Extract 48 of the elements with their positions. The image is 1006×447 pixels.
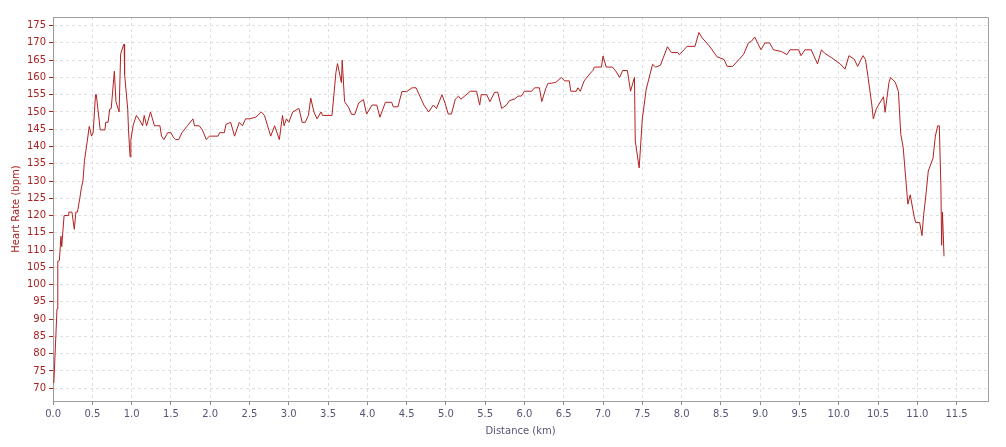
x-tick-label: 8.0 [673,407,690,419]
y-tick-label: 175 [26,19,47,31]
x-tick-label: 4.0 [359,407,376,419]
y-tick-label: 140 [26,140,47,152]
y-tick-label: 110 [26,243,47,255]
x-tick-label: 3.5 [320,407,337,419]
x-tick-label: 7.5 [634,407,651,419]
x-tick-label: 6.5 [555,407,572,419]
x-tick-label: 3.0 [280,407,297,419]
x-axis-title: Distance (km) [485,424,556,436]
y-tick-label: 170 [26,36,47,48]
y-tick-label: 125 [26,191,47,203]
y-axis-title: Heart Rate (bpm) [9,165,21,253]
y-tick-label: 70 [33,381,47,393]
y-tick-label: 105 [26,260,47,272]
y-tick-label: 155 [26,88,47,100]
x-tick-label: 5.0 [437,407,454,419]
y-tick-label: 80 [33,347,47,359]
x-tick-label: 5.5 [477,407,494,419]
y-tick-label: 95 [33,295,47,307]
y-tick-label: 135 [26,157,47,169]
y-tick-label: 160 [26,71,47,83]
x-tick-label: 0.5 [84,407,101,419]
x-tick-label: 4.5 [398,407,415,419]
y-tick-label: 75 [33,364,47,376]
y-tick-label: 100 [26,278,47,290]
x-tick-label: 10.5 [866,407,890,419]
y-tick-label: 120 [26,209,47,221]
y-tick-label: 165 [26,53,47,65]
y-tick-label: 145 [26,122,47,134]
x-tick-label: 9.0 [752,407,769,419]
y-tick-label: 130 [26,174,47,186]
x-tick-label: 8.5 [712,407,729,419]
x-tick-label: 9.5 [791,407,808,419]
x-tick-label: 6.0 [516,407,533,419]
y-tick-label: 85 [33,330,47,342]
x-tick-label: 2.5 [241,407,258,419]
x-tick-label: 1.0 [123,407,140,419]
x-tick-label: 1.5 [162,407,179,419]
y-tick-label: 90 [33,312,47,324]
x-tick-label: 11.5 [945,407,968,419]
y-tick-label: 150 [26,105,47,117]
x-tick-label: 7.0 [595,407,611,419]
x-tick-label: 11.0 [906,407,929,419]
y-tick-label: 115 [26,226,47,238]
x-tick-label: 10.0 [827,407,850,419]
x-tick-label: 2.0 [202,407,219,419]
x-tick-label: 0.0 [45,407,62,419]
